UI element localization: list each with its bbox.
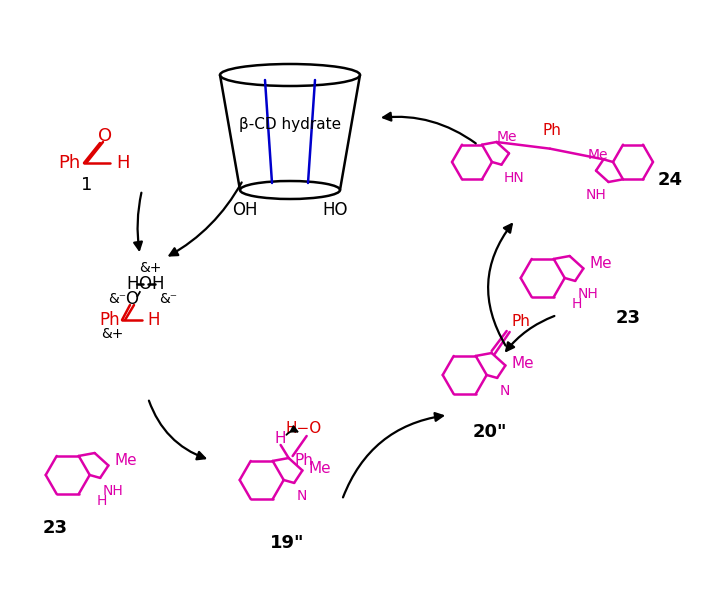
- Text: O: O: [138, 275, 152, 293]
- Text: Ph: Ph: [542, 123, 562, 138]
- Text: H: H: [572, 297, 582, 311]
- Text: H−O: H−O: [286, 421, 322, 435]
- Text: N: N: [296, 489, 306, 503]
- Text: OH: OH: [233, 201, 258, 219]
- Text: H: H: [116, 154, 130, 172]
- Text: Ph: Ph: [512, 313, 530, 328]
- Text: H: H: [127, 275, 139, 293]
- Text: 24: 24: [657, 171, 683, 189]
- Text: &⁻: &⁻: [108, 292, 126, 306]
- Text: 1: 1: [82, 176, 93, 194]
- Text: NH: NH: [102, 484, 123, 498]
- Text: H: H: [152, 275, 164, 293]
- Text: &+: &+: [139, 261, 161, 275]
- Text: 23: 23: [615, 309, 640, 327]
- Text: H: H: [275, 430, 286, 446]
- Text: 20": 20": [473, 423, 507, 441]
- Text: HO: HO: [323, 201, 347, 219]
- Text: Ph: Ph: [99, 311, 120, 329]
- Text: O: O: [98, 127, 112, 145]
- Text: Me: Me: [308, 461, 331, 476]
- Text: NH: NH: [577, 287, 598, 301]
- Text: NH: NH: [586, 188, 606, 202]
- Text: H: H: [97, 494, 107, 508]
- Text: &⁻: &⁻: [159, 292, 177, 306]
- Text: HN: HN: [503, 171, 524, 185]
- Text: Ph: Ph: [57, 154, 80, 172]
- Text: Me: Me: [511, 356, 534, 371]
- Text: Ph: Ph: [295, 452, 313, 467]
- Text: β-CD hydrate: β-CD hydrate: [239, 118, 341, 132]
- Text: &+: &+: [101, 327, 123, 341]
- Text: 23: 23: [43, 519, 67, 537]
- Text: H: H: [147, 311, 160, 329]
- Text: Me: Me: [589, 256, 612, 271]
- Text: Me: Me: [588, 148, 608, 161]
- Text: 19": 19": [269, 534, 304, 552]
- Text: N: N: [499, 384, 510, 398]
- Text: Me: Me: [114, 453, 137, 468]
- Text: O: O: [125, 290, 138, 308]
- Text: Me: Me: [497, 131, 518, 144]
